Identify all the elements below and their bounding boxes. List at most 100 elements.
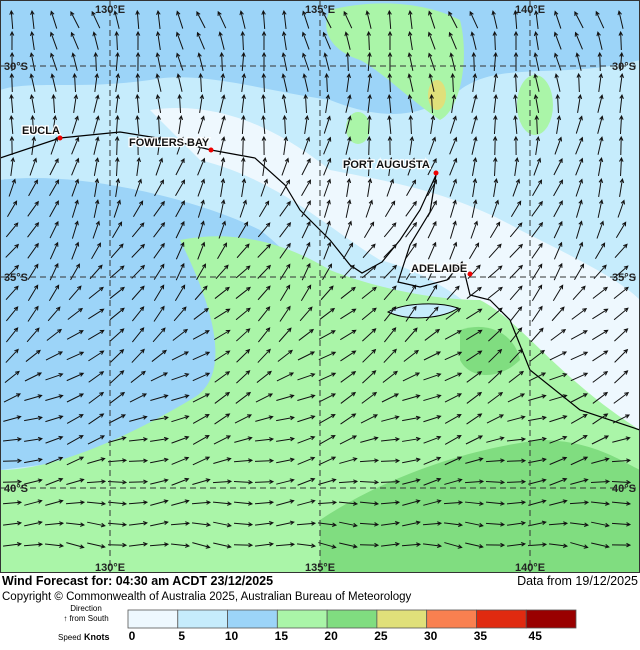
wind-arrow (365, 199, 373, 218)
wind-arrow (214, 329, 231, 341)
wind-arrow (387, 135, 393, 156)
wind-arrow (570, 435, 588, 445)
wind-arrow (555, 93, 560, 114)
wind-arrow (70, 11, 80, 29)
legend-swatch (127, 609, 179, 629)
wind-arrow (383, 285, 397, 301)
wind-arrow (383, 222, 397, 238)
wind-arrow (29, 52, 36, 71)
wind-arrow (360, 414, 379, 424)
wind-arrow (449, 199, 457, 218)
wind-arrow (155, 94, 162, 113)
wind-arrow (423, 415, 442, 423)
wind-arrow (597, 136, 604, 155)
wind-arrow (362, 243, 376, 259)
wind-arrow (178, 115, 184, 134)
wind-arrow (317, 500, 338, 505)
wind-arrow (109, 307, 125, 321)
wind-arrow (157, 135, 163, 155)
wind-arrow (281, 73, 288, 92)
wind-arrow (7, 200, 18, 218)
wind-arrow (611, 480, 632, 485)
wind-arrow (255, 393, 274, 403)
wind-arrow (444, 542, 463, 549)
wind-arrow (30, 9, 35, 29)
wind-arrow (387, 72, 393, 93)
wind-arrow (256, 370, 272, 383)
wind-arrow (340, 413, 357, 425)
wind-arrow (150, 415, 169, 422)
wind-arrow (322, 11, 332, 29)
wind-arrow (281, 94, 288, 113)
kangaroo-island (386, 303, 460, 319)
wind-arrow (109, 391, 126, 404)
wind-arrow (339, 542, 358, 549)
wind-arrow (323, 115, 331, 134)
wind-arrow (592, 370, 609, 383)
wind-arrow (345, 199, 352, 218)
wind-arrow (240, 135, 246, 156)
wind-arrow (340, 350, 357, 362)
wind-arrow (173, 306, 187, 322)
wind-arrow (192, 522, 212, 527)
wind-arrow (576, 72, 582, 93)
wind-arrow (241, 51, 246, 72)
wind-arrow (257, 327, 271, 343)
wind-arrow (282, 114, 287, 135)
wind-arrow (129, 415, 148, 422)
wind-arrow (257, 222, 271, 238)
wind-arrow (486, 436, 505, 443)
wind-arrow (219, 157, 226, 176)
wind-arrow (254, 500, 275, 505)
wind-arrow (113, 10, 120, 29)
wind-arrow (506, 479, 527, 485)
wind-arrow (531, 221, 544, 238)
wind-arrow (45, 373, 64, 381)
wind-arrow (110, 348, 125, 363)
wind-arrow (491, 10, 498, 29)
wind-arrow (107, 522, 128, 527)
wind-arrow (509, 264, 523, 279)
wind-arrow (507, 415, 526, 422)
wind-arrow (49, 220, 59, 239)
wind-arrow (506, 458, 527, 464)
wind-arrow (3, 521, 23, 526)
wind-arrow (261, 9, 266, 30)
wind-arrow (380, 437, 401, 442)
wind-arrow (528, 478, 547, 485)
wind-arrow (156, 9, 161, 29)
wind-arrow (340, 286, 356, 299)
wind-arrow (196, 263, 207, 281)
wind-arrow (405, 200, 417, 217)
wind-arrow (153, 242, 165, 259)
wind-arrow (45, 394, 64, 401)
wind-arrow (407, 31, 413, 50)
wind-arrow (298, 328, 315, 341)
wind-arrow (405, 284, 417, 301)
wind-arrow (362, 370, 377, 384)
legend-swatch (426, 609, 477, 629)
wind-arrow (402, 457, 421, 464)
wind-arrow (466, 391, 483, 404)
wind-arrow (554, 136, 563, 155)
wind-arrow (136, 156, 141, 176)
wind-arrow (533, 73, 540, 92)
wind-arrow (530, 327, 544, 343)
wind-arrow (323, 241, 332, 260)
field-20 (320, 440, 640, 573)
wind-arrow (444, 522, 464, 527)
legend-tick-label: 10 (225, 629, 239, 643)
wind-arrow (219, 136, 226, 155)
wind-arrow (193, 307, 210, 320)
wind-arrow (575, 220, 583, 239)
wind-arrow (406, 179, 417, 197)
wind-arrow (301, 157, 311, 176)
wind-arrow (367, 51, 372, 72)
wind-arrow (233, 522, 254, 527)
wind-arrow (470, 31, 477, 50)
wind-arrow (487, 391, 504, 404)
wind-arrow (528, 436, 547, 442)
wind-arrow (128, 458, 149, 464)
wind-arrow (49, 200, 59, 218)
wind-arrow (255, 415, 274, 422)
